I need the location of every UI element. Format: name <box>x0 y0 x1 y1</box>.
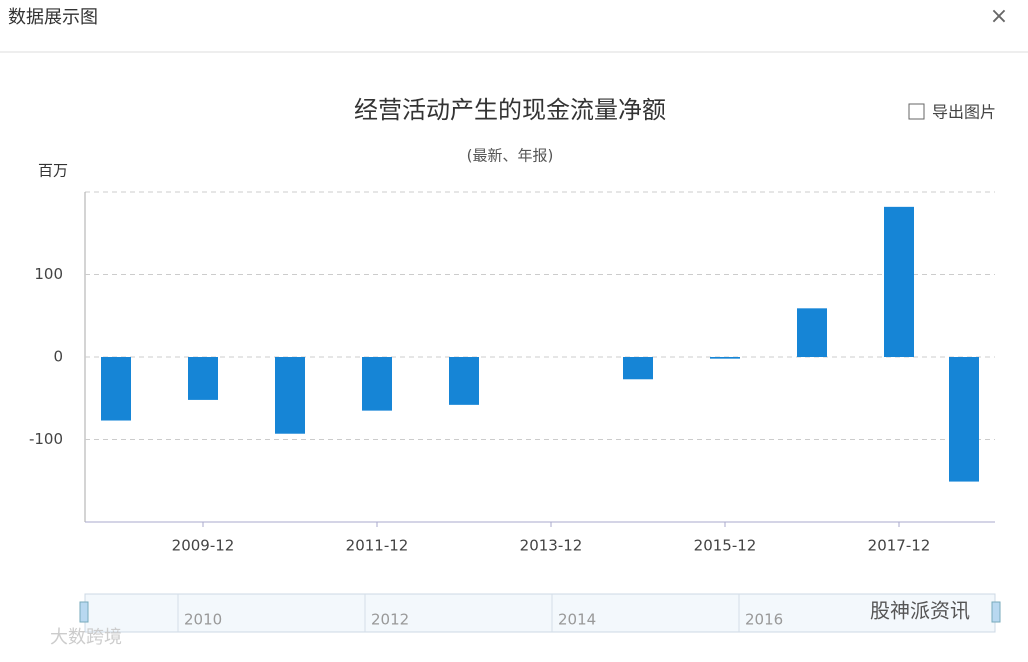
slider-handle[interactable] <box>991 601 1001 623</box>
slider-label: 2010 <box>184 611 222 629</box>
slider-label: 2012 <box>371 611 409 629</box>
x-tick-label: 2011-12 <box>346 537 409 555</box>
zoom-slider[interactable] <box>84 593 996 633</box>
slider-label: 2014 <box>558 611 596 629</box>
bar <box>101 357 131 421</box>
x-tick-label: 2013-12 <box>520 537 583 555</box>
bar <box>449 357 479 405</box>
chart-title: 经营活动产生的现金流量净额 <box>354 96 666 124</box>
watermark: 股神派资讯 <box>870 599 970 623</box>
dialog-title: 数据展示图 <box>8 7 98 28</box>
y-tick-label: 0 <box>53 348 63 366</box>
export-icon[interactable] <box>908 103 925 120</box>
x-tick-label: 2017-12 <box>868 537 931 555</box>
bar <box>884 206 914 357</box>
bar <box>949 357 979 482</box>
export-button[interactable]: 导出图片 <box>932 103 996 122</box>
bar <box>188 357 218 400</box>
x-tick-label: 2009-12 <box>172 537 235 555</box>
y-tick-label: 100 <box>34 265 63 283</box>
x-tick-label: 2015-12 <box>694 537 757 555</box>
slider-label: 2016 <box>745 611 783 629</box>
y-tick-label: -100 <box>29 430 63 448</box>
y-unit: 百万 <box>38 162 68 180</box>
bar <box>710 357 740 359</box>
slider-handle[interactable] <box>79 601 89 623</box>
bar <box>623 357 653 380</box>
bar <box>797 308 827 357</box>
bar <box>275 357 305 434</box>
chart-subtitle: (最新、年报) <box>467 147 554 165</box>
bar <box>362 357 392 411</box>
watermark: 大数跨境 <box>50 627 122 648</box>
close-button[interactable]: × <box>990 4 1008 29</box>
